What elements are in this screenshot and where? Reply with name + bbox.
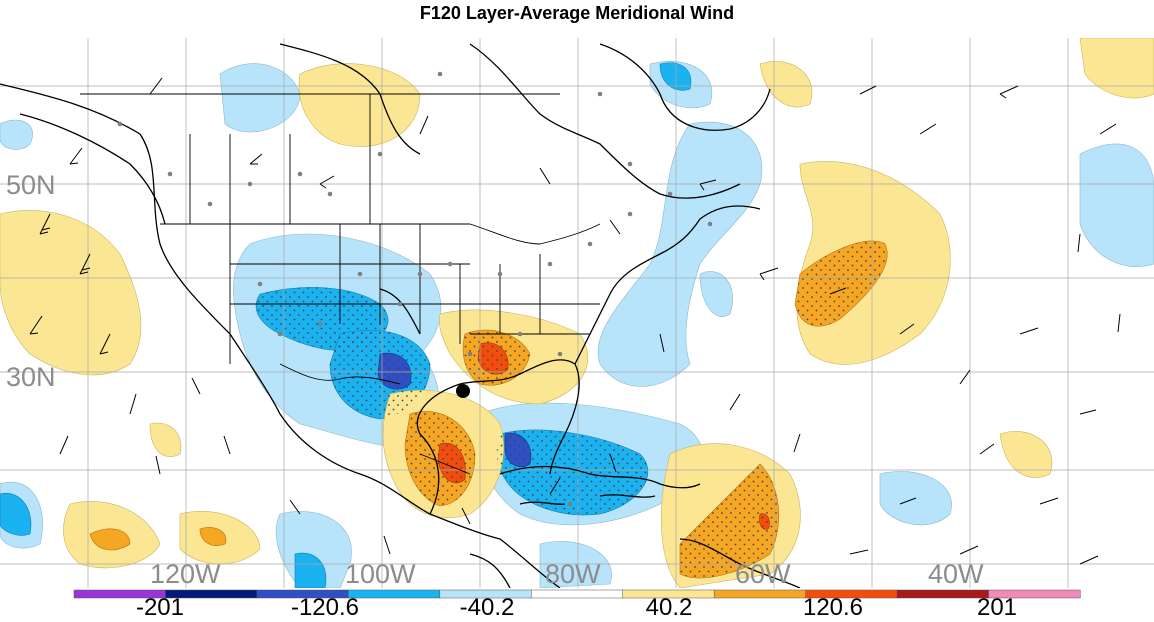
colorbar-label-40-2: 40.2: [645, 594, 693, 621]
lon-label-60w: 60W: [735, 559, 791, 588]
storm-center-dot: [456, 384, 470, 398]
colorbar-label-120-6: 120.6: [802, 594, 864, 621]
colorbar-label-neg-120-6: -120.6: [290, 594, 360, 621]
colorbar-label-neg-40-2: -40.2: [459, 594, 515, 621]
map-panel: 50N 30N 120W 100W 80W 60W 40W: [0, 34, 1154, 588]
map-title: F120 Layer-Average Meridional Wind: [419, 3, 735, 23]
station-dots: [117, 71, 713, 507]
colorbar-label-neg-201: -201: [135, 594, 185, 621]
colorbar: -201 -120.6 -40.2 40.2 120.6 201: [0, 588, 1154, 622]
lon-label-100w: 100W: [345, 559, 416, 588]
lat-label-30n: 30N: [6, 362, 56, 392]
colorbar-swatch: [988, 589, 1081, 599]
coastlines: [0, 43, 801, 588]
lon-label-120w: 120W: [150, 559, 221, 588]
lat-label-50n: 50N: [6, 170, 56, 200]
significance-stippling: [256, 240, 888, 578]
lon-label-80w: 80W: [545, 559, 601, 588]
colorbar-swatches: [73, 589, 1081, 599]
lat-lon-grid: [0, 38, 1154, 588]
colorbar-label-201: 201: [976, 594, 1018, 621]
map-svg: 50N 30N 120W 100W 80W 60W 40W: [0, 38, 1154, 588]
lon-label-40w: 40W: [928, 559, 984, 588]
political-borders: [80, 93, 601, 475]
wind-barbs: [29, 77, 1121, 565]
